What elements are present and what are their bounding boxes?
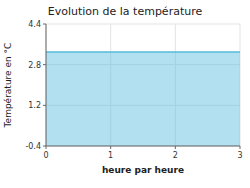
chart-title: Evolution de la température — [48, 5, 203, 18]
x-tick — [110, 146, 111, 149]
area-line — [46, 51, 240, 53]
y-tick — [43, 24, 46, 25]
x-tick-label: 1 — [108, 151, 113, 160]
y-grid-line — [46, 146, 240, 147]
x-axis-label: heure par heure — [102, 165, 184, 175]
y-axis-label: Température en °C — [3, 43, 13, 129]
y-tick — [43, 64, 46, 65]
x-tick-label: 3 — [237, 151, 242, 160]
grid — [46, 24, 240, 146]
y-tick-label: 4.4 — [28, 20, 41, 29]
y-grid-line — [46, 24, 240, 25]
y-tick — [43, 105, 46, 106]
x-tick — [175, 146, 176, 149]
y-axis-line — [46, 24, 47, 146]
x-grid-line — [46, 24, 47, 146]
x-tick — [240, 146, 241, 149]
y-tick-label: 1.2 — [28, 101, 41, 110]
x-tick-label: 0 — [43, 151, 48, 160]
x-axis-line — [46, 146, 240, 147]
area-fill — [46, 52, 240, 146]
y-tick-label: -0.4 — [25, 142, 41, 151]
x-tick-label: 2 — [173, 151, 178, 160]
plot-area — [46, 52, 240, 146]
chart-container: -0.4 1.2 2.8 4.4 0 1 2 3 heure par heure Températ… — [0, 0, 250, 188]
chart: -0.4 1.2 2.8 4.4 0 1 2 3 heure par heure Températ… — [0, 0, 250, 188]
y-tick-label: 2.8 — [28, 61, 41, 70]
x-tick — [46, 146, 47, 149]
